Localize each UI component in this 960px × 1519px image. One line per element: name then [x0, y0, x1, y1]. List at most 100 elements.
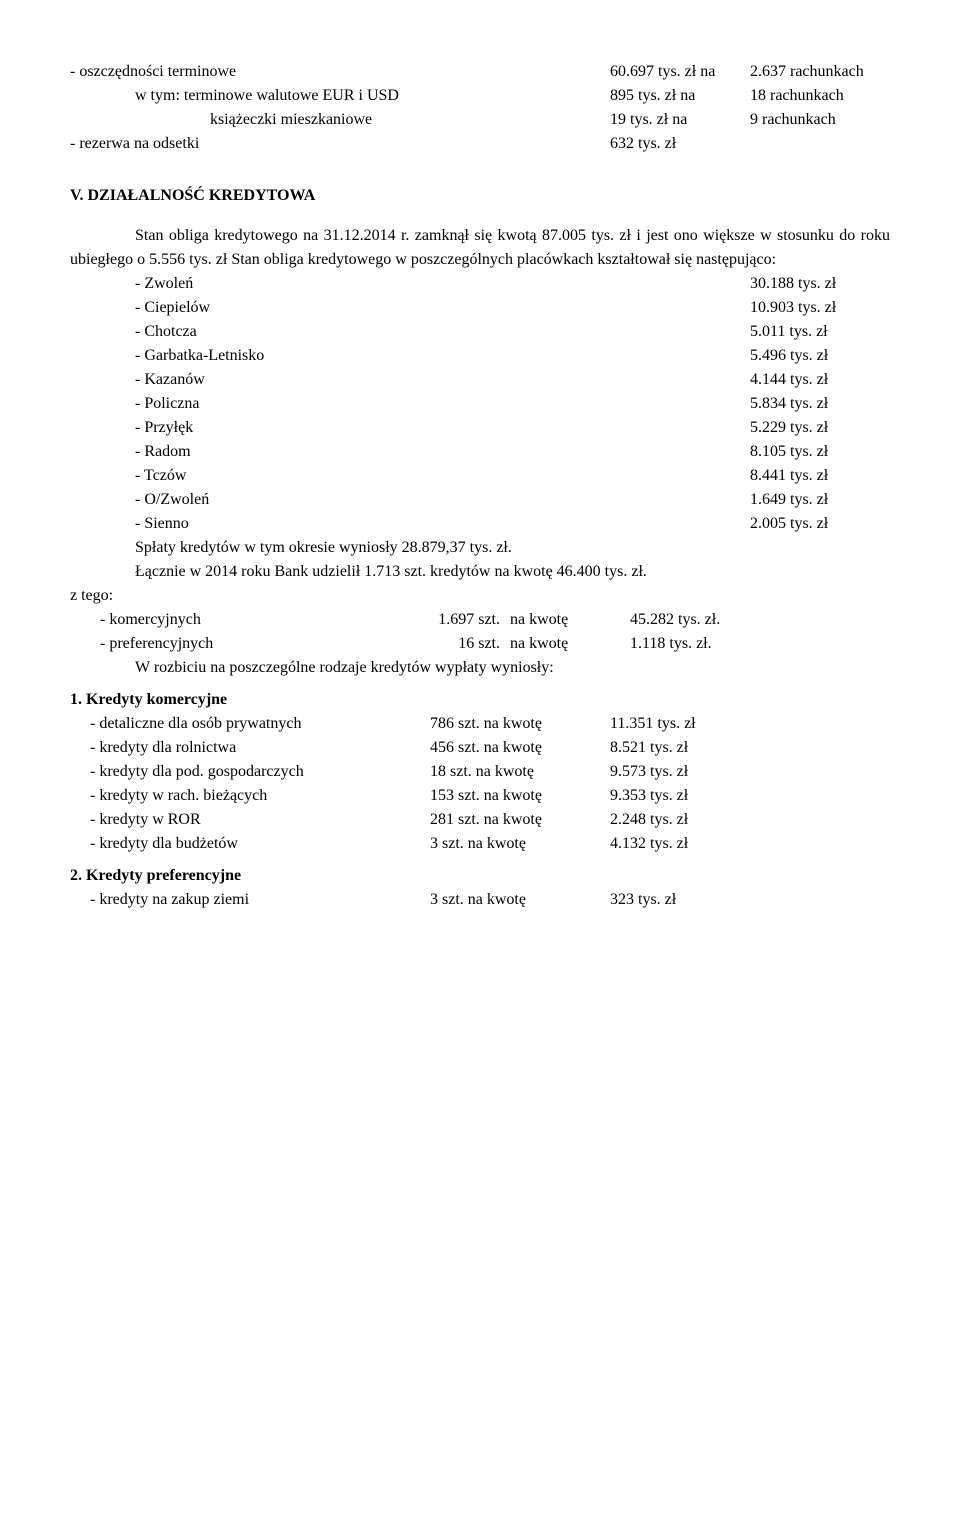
branch-row: - Kazanów4.144 tys. zł — [70, 368, 890, 392]
credit-amount: 45.282 tys. zł. — [630, 608, 890, 632]
branch-value: 30.188 tys. zł — [750, 272, 890, 296]
branch-row: - Przyłęk5.229 tys. zł — [70, 416, 890, 440]
komerc-qty: 18 szt. na kwotę — [430, 760, 610, 784]
komerc-row: - kredyty w rach. bieżących153 szt. na k… — [70, 784, 890, 808]
top-row: - rezerwa na odsetki 632 tys. zł — [70, 132, 890, 156]
komerc-name: - kredyty dla budżetów — [70, 832, 430, 856]
splaty-line: Spłaty kredytów w tym okresie wyniosły 2… — [70, 536, 890, 560]
credit-amount: 1.118 tys. zł. — [630, 632, 890, 656]
branch-value: 1.649 tys. zł — [750, 488, 890, 512]
branch-label: - O/Zwoleń — [135, 488, 750, 512]
credit-kw: na kwotę — [510, 632, 630, 656]
branch-value: 5.011 tys. zł — [750, 320, 890, 344]
branch-label: - Ciepielów — [135, 296, 750, 320]
section-v-title: V. DZIAŁALNOŚĆ KREDYTOWA — [70, 184, 890, 208]
komerc-name: - kredyty dla pod. gospodarczych — [70, 760, 430, 784]
komerc-qty: 456 szt. na kwotę — [430, 736, 610, 760]
wrozbiciu-line: W rozbiciu na poszczególne rodzaje kredy… — [70, 656, 890, 680]
row-col1: 19 tys. zł na — [610, 108, 750, 132]
branch-value: 5.229 tys. zł — [750, 416, 890, 440]
row-label: - oszczędności terminowe — [70, 60, 610, 84]
credit-qty: 16 szt. — [350, 632, 510, 656]
branch-row: - Zwoleń30.188 tys. zł — [70, 272, 890, 296]
branch-label: - Zwoleń — [135, 272, 750, 296]
branch-row: - Ciepielów10.903 tys. zł — [70, 296, 890, 320]
komerc-title: 1. Kredyty komercyjne — [70, 688, 890, 712]
credit-name: - komercyjnych — [70, 608, 350, 632]
lacznie-line: Łącznie w 2014 roku Bank udzielił 1.713 … — [70, 560, 890, 584]
row-col2 — [750, 132, 890, 156]
komerc-name: - kredyty w ROR — [70, 808, 430, 832]
pref-row: - kredyty na zakup ziemi3 szt. na kwotę3… — [70, 888, 890, 912]
branch-value: 5.496 tys. zł — [750, 344, 890, 368]
komerc-amount: 2.248 tys. zł — [610, 808, 890, 832]
top-block: - oszczędności terminowe 60.697 tys. zł … — [70, 60, 890, 156]
row-col1: 632 tys. zł — [610, 132, 750, 156]
branch-label: - Przyłęk — [135, 416, 750, 440]
komerc-qty: 153 szt. na kwotę — [430, 784, 610, 808]
branch-row: - O/Zwoleń1.649 tys. zł — [70, 488, 890, 512]
branch-row: - Radom8.105 tys. zł — [70, 440, 890, 464]
top-row: książeczki mieszkaniowe 19 tys. zł na 9 … — [70, 108, 890, 132]
komerc-qty: 3 szt. na kwotę — [430, 832, 610, 856]
branch-label: - Sienno — [135, 512, 750, 536]
credit-name: - preferencyjnych — [70, 632, 350, 656]
branch-row: - Policzna5.834 tys. zł — [70, 392, 890, 416]
pref-amount: 323 tys. zł — [610, 888, 890, 912]
komerc-amount: 4.132 tys. zł — [610, 832, 890, 856]
row-col2: 2.637 rachunkach — [750, 60, 890, 84]
row-label: książeczki mieszkaniowe — [70, 108, 610, 132]
row-label: - rezerwa na odsetki — [70, 132, 610, 156]
credit-type-row: - preferencyjnych 16 szt. na kwotę 1.118… — [70, 632, 890, 656]
top-row: - oszczędności terminowe 60.697 tys. zł … — [70, 60, 890, 84]
komerc-name: - kredyty w rach. bieżących — [70, 784, 430, 808]
komerc-amount: 11.351 tys. zł — [610, 712, 890, 736]
komerc-name: - detaliczne dla osób prywatnych — [70, 712, 430, 736]
branch-value: 8.441 tys. zł — [750, 464, 890, 488]
komerc-amount: 9.353 tys. zł — [610, 784, 890, 808]
credit-qty: 1.697 szt. — [350, 608, 510, 632]
row-col2: 9 rachunkach — [750, 108, 890, 132]
branch-value: 10.903 tys. zł — [750, 296, 890, 320]
branch-row: - Tczów8.441 tys. zł — [70, 464, 890, 488]
branches-list: - Zwoleń30.188 tys. zł - Ciepielów10.903… — [70, 272, 890, 536]
komerc-amount: 8.521 tys. zł — [610, 736, 890, 760]
pref-title: 2. Kredyty preferencyjne — [70, 864, 890, 888]
komerc-row: - kredyty dla budżetów3 szt. na kwotę4.1… — [70, 832, 890, 856]
branch-label: - Policzna — [135, 392, 750, 416]
row-col1: 895 tys. zł na — [610, 84, 750, 108]
komerc-row: - detaliczne dla osób prywatnych786 szt.… — [70, 712, 890, 736]
branch-value: 2.005 tys. zł — [750, 512, 890, 536]
branch-label: - Kazanów — [135, 368, 750, 392]
branch-value: 8.105 tys. zł — [750, 440, 890, 464]
row-label: w tym: terminowe walutowe EUR i USD — [70, 84, 610, 108]
branch-value: 4.144 tys. zł — [750, 368, 890, 392]
credit-kw: na kwotę — [510, 608, 630, 632]
komerc-list: - detaliczne dla osób prywatnych786 szt.… — [70, 712, 890, 856]
top-row: w tym: terminowe walutowe EUR i USD 895 … — [70, 84, 890, 108]
ztego-label: z tego: — [70, 584, 890, 608]
branch-label: - Chotcza — [135, 320, 750, 344]
komerc-row: - kredyty w ROR281 szt. na kwotę2.248 ty… — [70, 808, 890, 832]
pref-qty: 3 szt. na kwotę — [430, 888, 610, 912]
branch-row: - Garbatka-Letnisko5.496 tys. zł — [70, 344, 890, 368]
komerc-name: - kredyty dla rolnictwa — [70, 736, 430, 760]
pref-name: - kredyty na zakup ziemi — [70, 888, 430, 912]
credit-type-row: - komercyjnych 1.697 szt. na kwotę 45.28… — [70, 608, 890, 632]
row-col1: 60.697 tys. zł na — [610, 60, 750, 84]
branch-row: - Chotcza5.011 tys. zł — [70, 320, 890, 344]
row-col2: 18 rachunkach — [750, 84, 890, 108]
komerc-qty: 281 szt. na kwotę — [430, 808, 610, 832]
komerc-row: - kredyty dla pod. gospodarczych18 szt. … — [70, 760, 890, 784]
credit-types: - komercyjnych 1.697 szt. na kwotę 45.28… — [70, 608, 890, 656]
komerc-qty: 786 szt. na kwotę — [430, 712, 610, 736]
pref-list: - kredyty na zakup ziemi3 szt. na kwotę3… — [70, 888, 890, 912]
branch-row: - Sienno2.005 tys. zł — [70, 512, 890, 536]
paragraph-obliga: Stan obliga kredytowego na 31.12.2014 r.… — [70, 224, 890, 272]
komerc-amount: 9.573 tys. zł — [610, 760, 890, 784]
branch-value: 5.834 tys. zł — [750, 392, 890, 416]
branch-label: - Tczów — [135, 464, 750, 488]
branch-label: - Radom — [135, 440, 750, 464]
branch-label: - Garbatka-Letnisko — [135, 344, 750, 368]
komerc-row: - kredyty dla rolnictwa456 szt. na kwotę… — [70, 736, 890, 760]
